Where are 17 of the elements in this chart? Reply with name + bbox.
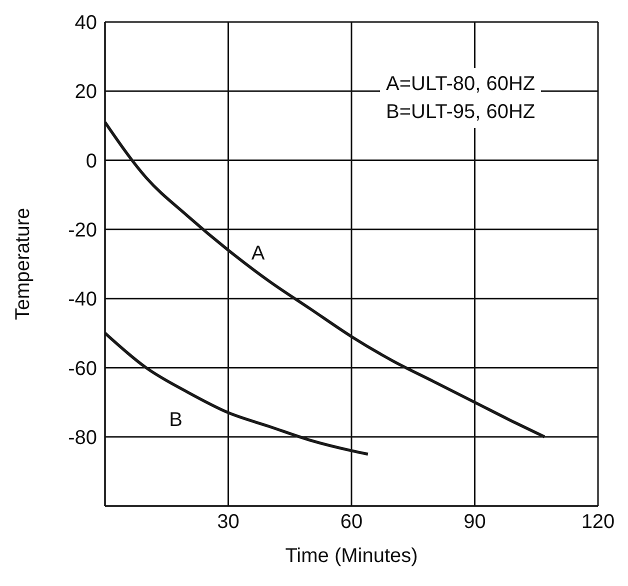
y-tick-label: 0 [86,150,97,172]
y-tick-label: 40 [74,12,97,34]
y-tick-label: -60 [68,358,97,380]
y-tick-label: -20 [68,220,97,242]
y-tick-label: -40 [68,288,97,311]
x-tick-label: 30 [217,511,240,534]
y-tick-label: 20 [74,81,97,104]
series-label: B [169,408,183,431]
x-axis-title: Time (Minutes) [285,545,418,567]
y-tick-label: -80 [68,426,97,449]
x-tick-label: 60 [340,511,363,534]
series-label: A [251,242,266,264]
annotation: B=ULT-95, 60HZ [386,100,536,125]
x-tick-label: 120 [581,511,615,534]
y-axis-title: Temperature [12,208,34,320]
x-tick-label: 90 [464,511,486,534]
annotation: A=ULT-80, 60HZ [386,72,536,97]
